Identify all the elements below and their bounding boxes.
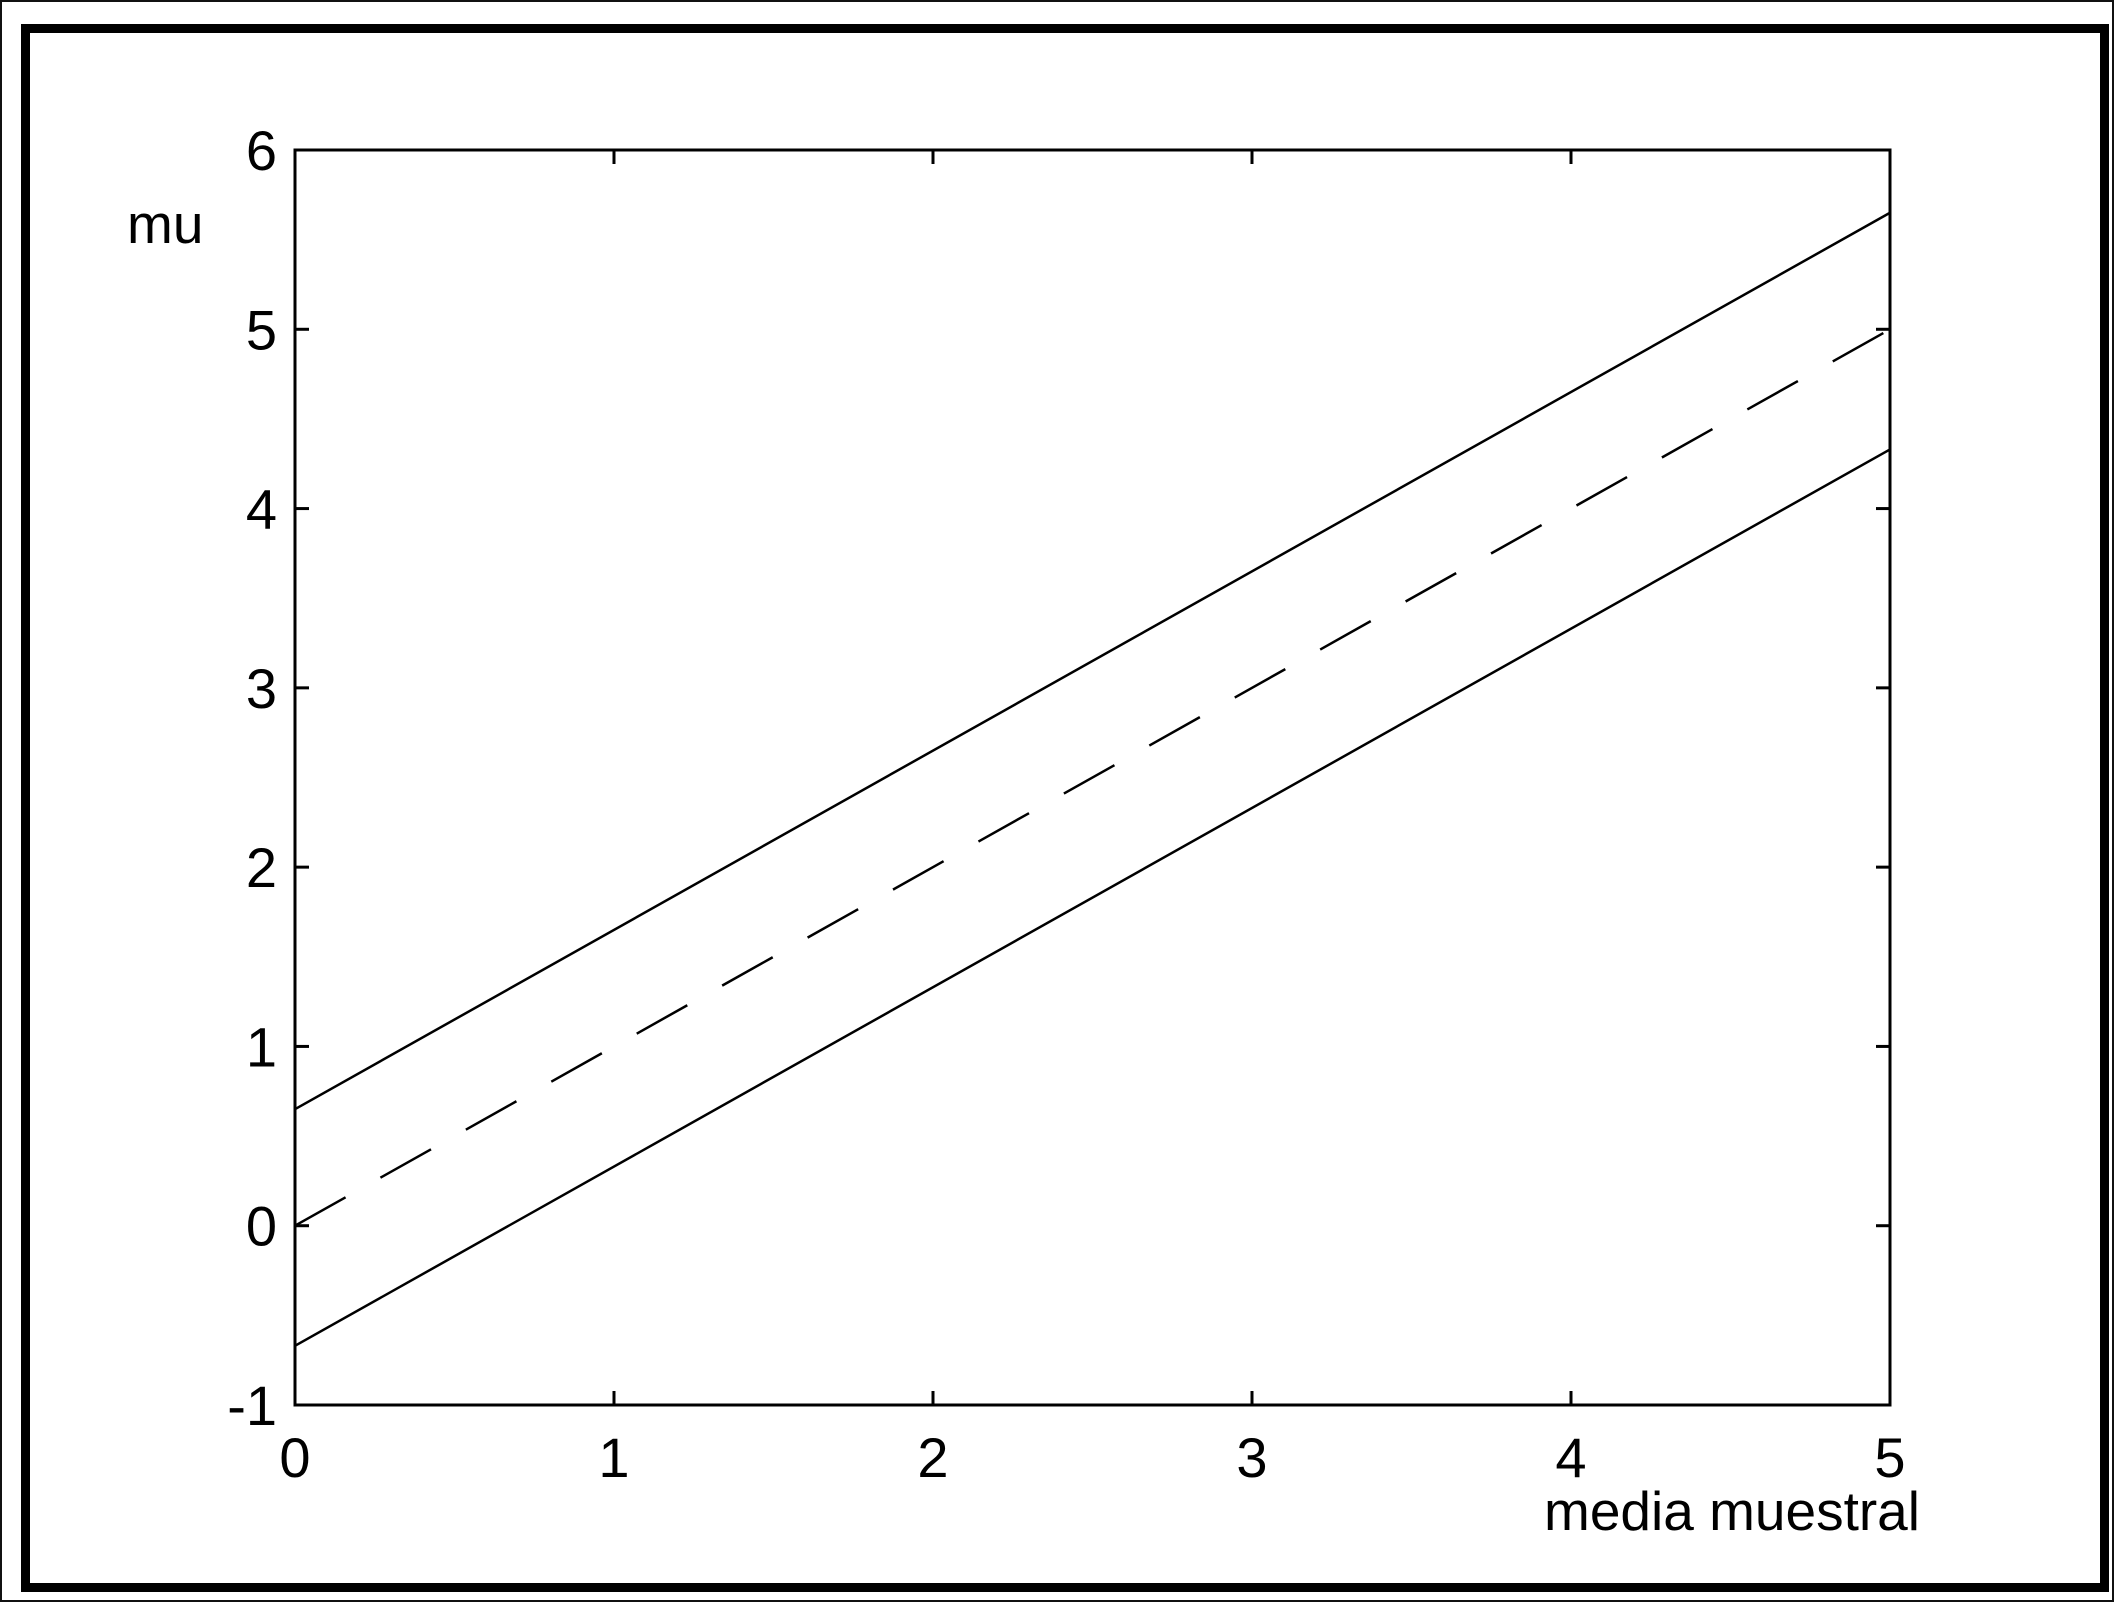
plot-area-frame <box>293 148 1892 1407</box>
y-tick-label: 5 <box>246 298 277 361</box>
x-axis-tick-labels: 0 1 2 3 4 5 <box>279 1426 1905 1489</box>
y-tick-label: 6 <box>246 119 277 182</box>
y-tick-label: 1 <box>246 1015 277 1078</box>
x-tick-label: 5 <box>1874 1426 1905 1489</box>
x-tick-label: 4 <box>1555 1426 1586 1489</box>
x-tick-label: 3 <box>1236 1426 1267 1489</box>
x-tick-label: 1 <box>598 1426 629 1489</box>
y-axis-label: mu <box>127 193 203 255</box>
y-tick-label: -1 <box>227 1374 277 1437</box>
x-axis-label: media muestral <box>1544 1480 1920 1542</box>
x-tick-label: 2 <box>917 1426 948 1489</box>
series-line-2 <box>294 328 1891 1227</box>
y-tick-label: 0 <box>246 1195 277 1258</box>
series-line-3 <box>294 448 1891 1347</box>
y-tick-label: 4 <box>246 478 277 541</box>
series-line-1 <box>294 211 1891 1111</box>
y-tick-label: 2 <box>246 836 277 899</box>
y-tick-label: 3 <box>246 657 277 720</box>
y-axis-tick-labels: -1 0 1 2 3 4 5 6 <box>227 119 277 1437</box>
axis-ticks <box>293 148 1892 1407</box>
x-tick-label: 0 <box>279 1426 310 1489</box>
plot-lines <box>294 211 1891 1347</box>
